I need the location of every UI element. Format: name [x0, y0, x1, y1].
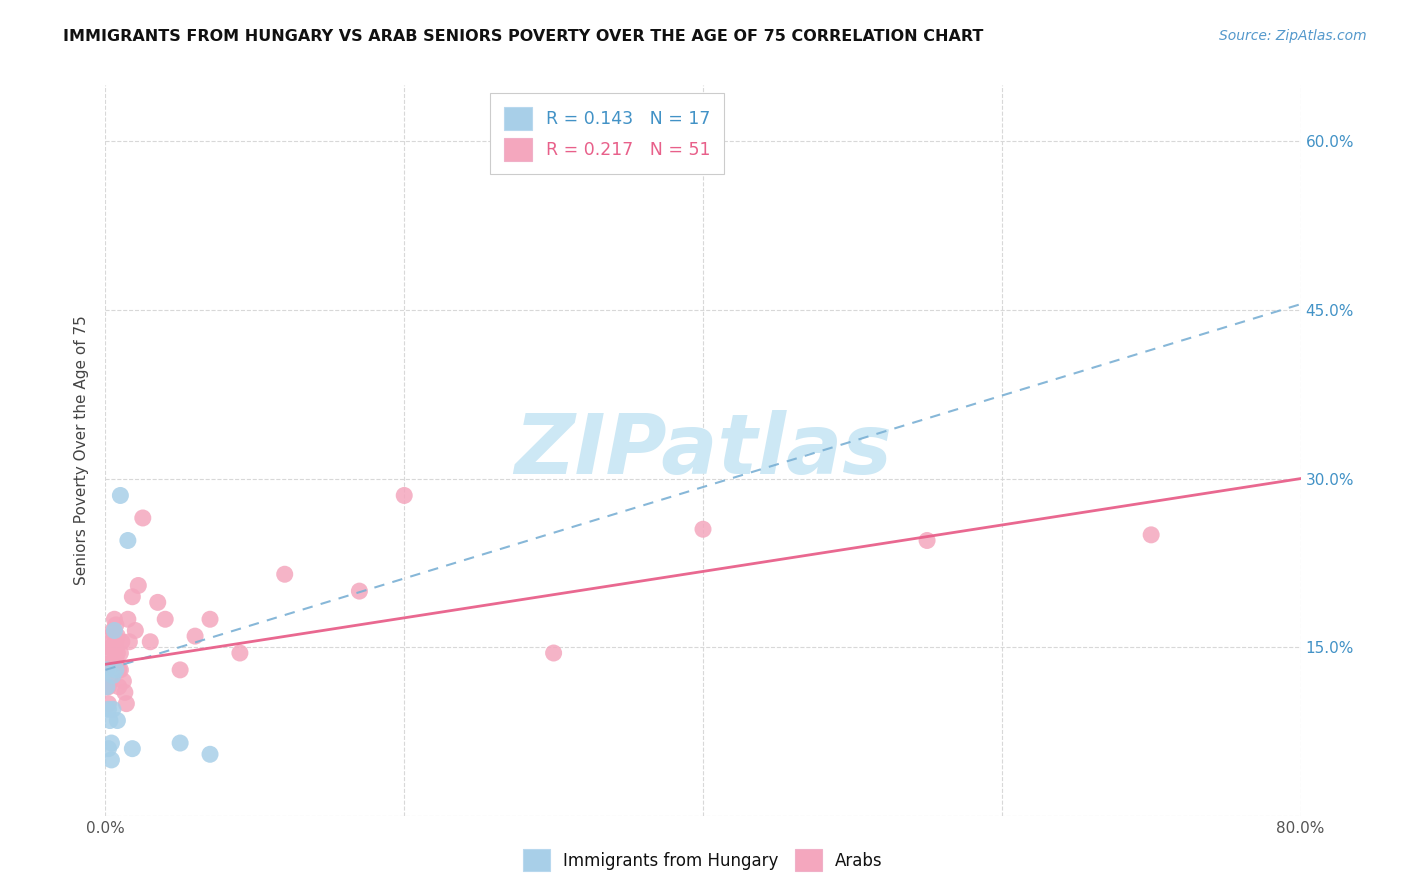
Point: [114, 685, 136, 699]
Point: [103, 646, 125, 660]
Point: [110, 663, 132, 677]
Point: [543, 646, 565, 660]
Point: [1140, 528, 1163, 542]
Point: [96, 663, 118, 677]
Point: [98, 640, 121, 655]
Point: [117, 612, 139, 626]
Point: [100, 640, 122, 655]
Point: [118, 634, 141, 648]
Text: ZIPatlas: ZIPatlas: [515, 410, 891, 491]
Point: [349, 584, 371, 599]
Point: [98, 657, 121, 672]
Point: [96, 646, 118, 660]
Point: [101, 668, 124, 682]
Point: [139, 634, 162, 648]
Point: [915, 533, 938, 548]
Point: [169, 736, 191, 750]
Text: Source: ZipAtlas.com: Source: ZipAtlas.com: [1219, 29, 1367, 43]
Legend: Immigrants from Hungary, Arabs: Immigrants from Hungary, Arabs: [515, 841, 891, 880]
Point: [692, 522, 714, 536]
Point: [96, 680, 118, 694]
Point: [101, 624, 124, 638]
Point: [96, 663, 118, 677]
Point: [184, 629, 207, 643]
Point: [121, 590, 143, 604]
Point: [103, 624, 125, 638]
Point: [107, 629, 129, 643]
Point: [104, 634, 127, 648]
Point: [98, 714, 121, 728]
Point: [98, 674, 121, 689]
Point: [100, 657, 122, 672]
Point: [132, 511, 155, 525]
Point: [229, 646, 252, 660]
Point: [107, 714, 129, 728]
Point: [100, 736, 122, 750]
Point: [124, 624, 146, 638]
Point: [155, 612, 177, 626]
Point: [104, 618, 127, 632]
Point: [96, 680, 118, 694]
Point: [273, 567, 295, 582]
Point: [107, 646, 129, 660]
Point: [100, 629, 122, 643]
Point: [100, 753, 122, 767]
Point: [103, 612, 125, 626]
Point: [110, 488, 132, 502]
Y-axis label: Seniors Poverty Over the Age of 75: Seniors Poverty Over the Age of 75: [75, 316, 90, 585]
Point: [97, 702, 120, 716]
Point: [112, 674, 135, 689]
Point: [101, 657, 124, 672]
Point: [117, 533, 139, 548]
Point: [104, 651, 127, 665]
Point: [110, 646, 132, 660]
Point: [101, 702, 124, 716]
Point: [111, 634, 134, 648]
Point: [169, 663, 191, 677]
Point: [108, 663, 131, 677]
Point: [104, 663, 127, 677]
Point: [103, 629, 125, 643]
Point: [97, 697, 120, 711]
Point: [97, 680, 120, 694]
Point: [97, 741, 120, 756]
Point: [121, 741, 143, 756]
Point: [198, 747, 221, 762]
Point: [97, 657, 120, 672]
Point: [394, 488, 416, 502]
Point: [127, 578, 149, 592]
Point: [146, 595, 169, 609]
Point: [198, 612, 221, 626]
Text: IMMIGRANTS FROM HUNGARY VS ARAB SENIORS POVERTY OVER THE AGE OF 75 CORRELATION C: IMMIGRANTS FROM HUNGARY VS ARAB SENIORS …: [63, 29, 984, 44]
Point: [115, 697, 138, 711]
Legend: R = 0.143   N = 17, R = 0.217   N = 51: R = 0.143 N = 17, R = 0.217 N = 51: [491, 94, 724, 175]
Point: [108, 680, 131, 694]
Point: [101, 640, 124, 655]
